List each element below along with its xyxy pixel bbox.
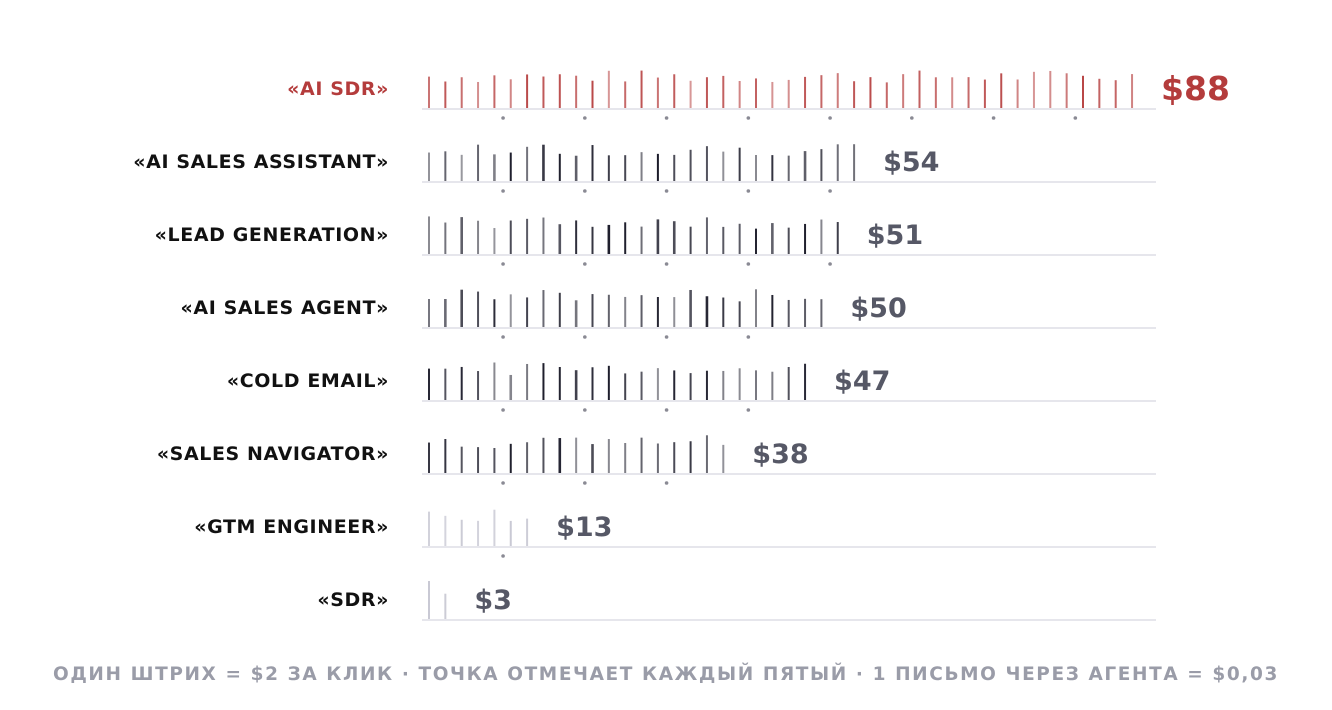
category-label: «COLD EMAIL» <box>227 370 389 392</box>
fifth-stroke-dot <box>583 189 587 193</box>
fifth-stroke-dot <box>501 554 505 558</box>
value-label: $38 <box>752 439 808 470</box>
category-label: «GTM ENGINEER» <box>194 516 389 538</box>
fifth-stroke-dot <box>501 189 505 193</box>
category-label: «SALES NAVIGATOR» <box>157 443 389 465</box>
fifth-stroke-dot <box>664 408 669 412</box>
fifth-stroke-dot <box>583 262 587 266</box>
value-label: $54 <box>883 147 939 178</box>
category-label: «LEAD GENERATION» <box>155 224 389 246</box>
fifth-stroke-dot <box>664 189 669 193</box>
chart-row: «LEAD GENERATION» $51 <box>155 216 1156 266</box>
chart-row: «GTM ENGINEER» $13 <box>194 509 1156 558</box>
fifth-stroke-dot <box>583 408 587 412</box>
fifth-stroke-dot <box>501 262 505 266</box>
category-label: «SDR» <box>317 589 389 611</box>
category-label: «AI SDR» <box>287 78 389 100</box>
fifth-stroke-dot <box>501 481 505 485</box>
chart-caption: ОДИН ШТРИХ = $2 ЗА КЛИК · ТОЧКА ОТМЕЧАЕТ… <box>53 664 1279 685</box>
value-label: $47 <box>834 366 890 397</box>
category-label: «AI SALES ASSISTANT» <box>133 151 389 173</box>
chart-row: «AI SALES ASSISTANT» $54 <box>133 144 1156 193</box>
value-label: $51 <box>867 220 923 251</box>
fifth-stroke-dot <box>828 189 832 193</box>
category-label: «AI SALES AGENT» <box>181 297 389 319</box>
fifth-stroke-dot <box>583 116 587 120</box>
fifth-stroke-dot <box>746 262 751 266</box>
fifth-stroke-dot <box>1073 116 1078 120</box>
fifth-stroke-dot <box>746 408 751 412</box>
fifth-stroke-dot <box>664 116 669 120</box>
chart-row: «AI SALES AGENT» $50 <box>181 289 1156 339</box>
fifth-stroke-dot <box>910 116 914 120</box>
fifth-stroke-dot <box>746 116 751 120</box>
value-label: $88 <box>1161 69 1230 108</box>
fifth-stroke-dot <box>664 481 669 485</box>
fifth-stroke-dot <box>828 116 832 120</box>
fifth-stroke-dot <box>501 116 505 120</box>
fifth-stroke-dot <box>746 189 751 193</box>
chart-row: «SDR» $3 <box>317 581 1156 621</box>
fifth-stroke-dot <box>664 335 669 339</box>
fifth-stroke-dot <box>828 262 832 266</box>
fifth-stroke-dot <box>991 116 996 120</box>
fifth-stroke-dot <box>664 262 669 266</box>
chart-row: «COLD EMAIL» $47 <box>227 362 1156 412</box>
chart-row: «SALES NAVIGATOR» $38 <box>157 435 1156 485</box>
value-label: $50 <box>850 293 906 324</box>
chart-row: «AI SDR» $88 <box>287 69 1230 120</box>
value-label: $3 <box>474 585 512 616</box>
fifth-stroke-dot <box>501 408 505 412</box>
value-label: $13 <box>556 512 612 543</box>
fifth-stroke-dot <box>746 335 751 339</box>
fifth-stroke-dot <box>501 335 505 339</box>
fifth-stroke-dot <box>583 335 587 339</box>
fifth-stroke-dot <box>583 481 587 485</box>
